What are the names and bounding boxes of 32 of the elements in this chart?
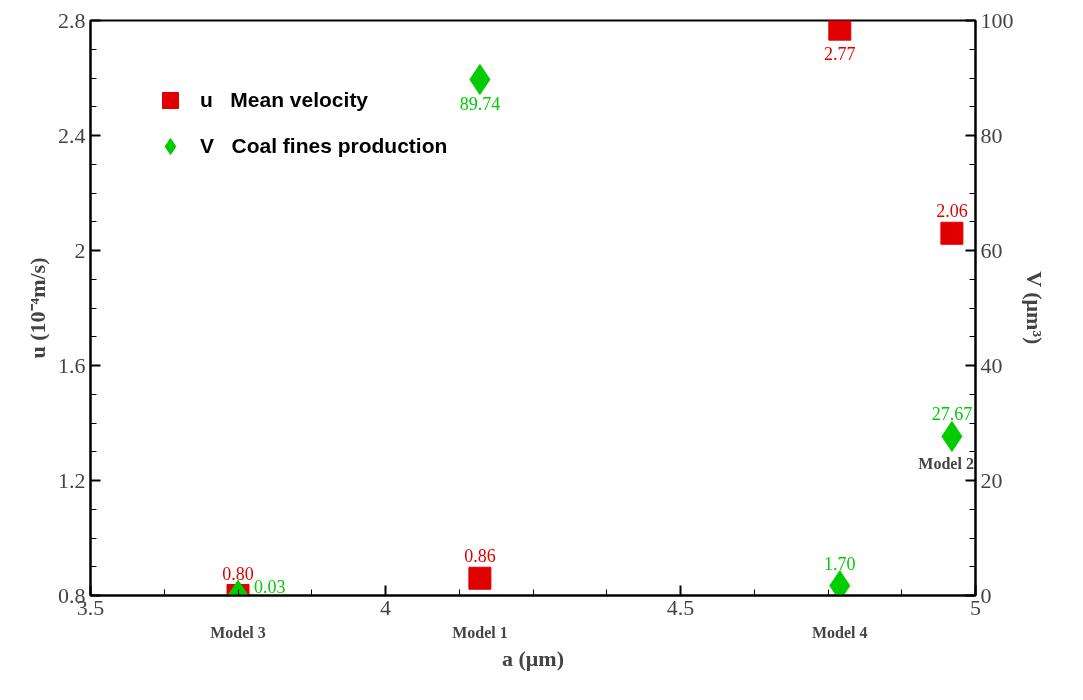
x-tick-label: 4	[380, 594, 391, 620]
annotation: Model 3	[210, 623, 266, 641]
x-tick-label: 4.5	[666, 594, 695, 620]
y2-tick-label: 40	[980, 352, 1003, 378]
y-tick-label: 2	[74, 237, 86, 263]
x-tick-label: 5	[970, 594, 981, 620]
data-label: 0.86	[464, 546, 496, 567]
y2-tick-label: 20	[980, 467, 1003, 493]
annotation: Model 1	[452, 623, 508, 641]
y2-axis-title: V (μm³)	[1021, 271, 1047, 345]
y2-tick-label: 0	[980, 582, 992, 608]
data-label: 0.80	[222, 563, 254, 584]
annotation: Model 2	[918, 455, 974, 473]
data-label: 27.67	[931, 404, 973, 425]
y2-tick-label: 60	[980, 237, 1003, 263]
data-label: 2.06	[936, 201, 968, 222]
y2-tick-label: 100	[980, 7, 1014, 33]
data-label: 2.77	[824, 44, 856, 65]
y-tick-label: 2.8	[58, 7, 86, 33]
annotation: Model 4	[812, 623, 868, 641]
y-tick-label: 1.2	[58, 467, 86, 493]
x-axis-title: a (μm)	[502, 645, 564, 671]
data-label: 0.03	[254, 577, 286, 598]
data-label: 89.74	[459, 94, 501, 115]
y-tick-label: 1.6	[58, 352, 86, 378]
y-axis-title: u (10⁻⁴m/s)	[25, 257, 50, 359]
y2-tick-label: 80	[980, 122, 1003, 148]
point	[469, 64, 491, 95]
data-label: 1.70	[824, 553, 856, 574]
legend-label: u Mean velocity	[200, 88, 369, 112]
y-tick-label: 2.4	[58, 122, 86, 148]
legend-label: V Coal fines production	[200, 134, 448, 158]
